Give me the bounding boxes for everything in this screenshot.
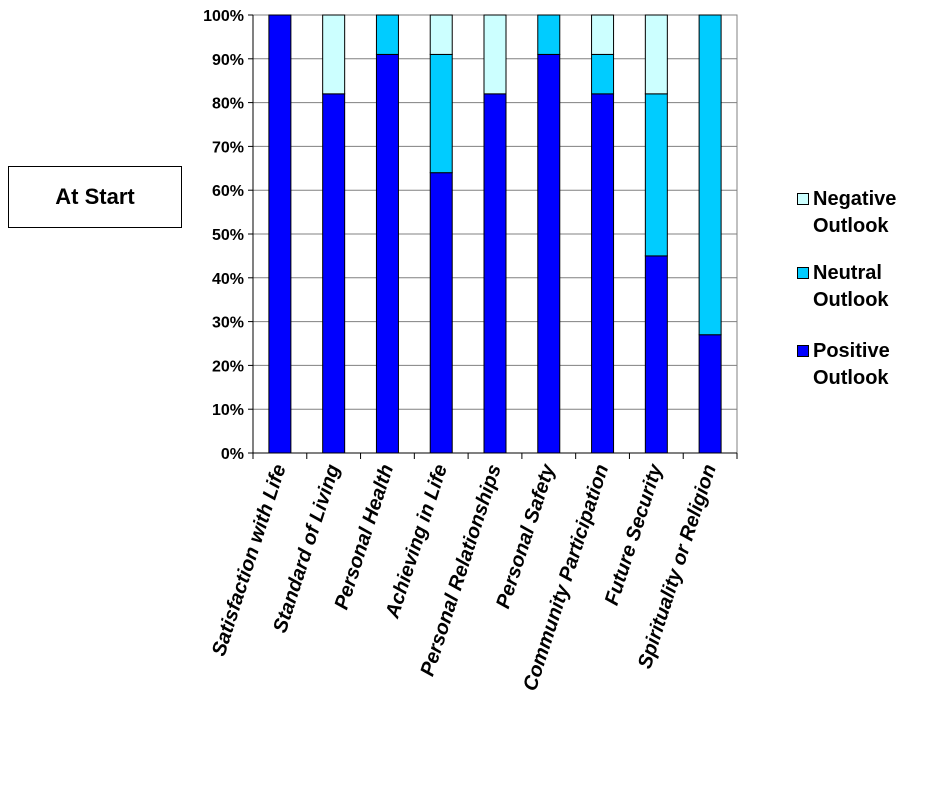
y-tick-label: 10% [212, 402, 244, 419]
y-tick-label: 0% [221, 446, 244, 463]
y-tick-label: 80% [212, 96, 244, 113]
bar-positive-outlook [375, 53, 399, 454]
bar-positive-outlook [698, 334, 722, 454]
bar-positive-outlook [268, 14, 292, 454]
y-tick-label: 20% [212, 358, 244, 375]
bar-neutral-outlook [698, 14, 722, 336]
legend-swatch-negative [797, 193, 809, 205]
y-tick-label: 30% [212, 315, 244, 332]
bar-neutral-outlook [537, 14, 561, 55]
bar-negative-outlook [322, 14, 346, 95]
bar-positive-outlook [429, 172, 453, 454]
y-tick-label: 50% [212, 227, 244, 244]
x-category-label: Personal Safety [492, 461, 560, 611]
bar-neutral-outlook [429, 53, 453, 174]
bar-neutral-outlook [644, 93, 668, 257]
bar-negative-outlook [483, 14, 507, 95]
legend-swatch-neutral [797, 267, 809, 279]
bar-positive-outlook [322, 93, 346, 454]
at-start-label: At Start [8, 166, 182, 228]
bar-negative-outlook [429, 14, 453, 55]
legend-label-positive: Positive Outlook [813, 340, 890, 389]
bar-positive-outlook [591, 93, 615, 454]
bar-negative-outlook [591, 14, 615, 55]
bar-positive-outlook [483, 93, 507, 454]
y-tick-label: 70% [212, 139, 244, 156]
y-tick-label: 90% [212, 52, 244, 69]
legend-swatch-positive [797, 345, 809, 357]
bar-neutral-outlook [591, 53, 615, 95]
x-category-label: Personal Health [331, 462, 399, 613]
x-category-label: Future Security [601, 461, 668, 608]
bar-negative-outlook [644, 14, 668, 95]
bar-neutral-outlook [375, 14, 399, 55]
legend-label-negative: Negative Outlook [813, 188, 897, 237]
y-tick-label: 60% [212, 183, 244, 200]
legend-label-neutral: Neutral Outlook [813, 262, 889, 311]
bar-positive-outlook [537, 53, 561, 454]
bar-positive-outlook [644, 255, 668, 454]
y-tick-label: 100% [203, 8, 244, 25]
y-tick-label: 40% [212, 271, 244, 288]
